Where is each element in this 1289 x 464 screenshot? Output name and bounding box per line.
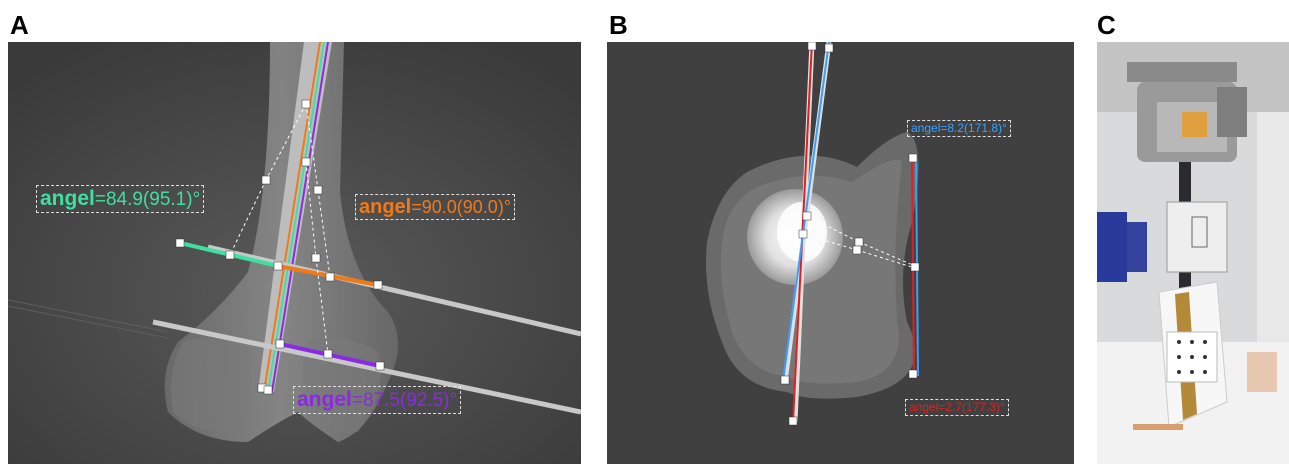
angle-label-purple: angel=87.5(92.5)°	[293, 386, 462, 414]
angle-label-green-value: =84.9(95.1)°	[94, 189, 201, 210]
xray-axial-drawing	[607, 42, 1074, 464]
c-arm-photo	[1097, 42, 1289, 464]
xray-axial-image: angel=8.2(171.8)° angel=2.7(177.3)°	[607, 42, 1074, 464]
angle-label-purple-value: =87.5(92.5)°	[351, 390, 458, 411]
c-arm-photo-drawing	[1097, 42, 1289, 464]
angle-label-green: angel=84.9(95.1)°	[36, 185, 205, 213]
panel-letter-c: C	[1097, 10, 1116, 40]
angle-label-orange-value: =90.0(90.0)°	[411, 197, 512, 217]
angle-label-green-word: angel	[40, 187, 95, 210]
xray-femur-image: angel=84.9(95.1)° angel=90.0(90.0)° ange…	[8, 42, 581, 464]
angle-label-orange: angel=90.0(90.0)°	[355, 194, 516, 220]
angle-label-purple-word: angel	[297, 388, 352, 411]
xray-femur-drawing	[8, 42, 581, 464]
angle-label-orange-word: angel	[359, 196, 412, 218]
angle-label-blue: angel=8.2(171.8)°	[907, 120, 1011, 138]
panel-letter-a: A	[10, 10, 29, 40]
panel-letter-b: B	[609, 10, 628, 40]
angle-label-red: angel=2.7(177.3)°	[905, 399, 1009, 417]
